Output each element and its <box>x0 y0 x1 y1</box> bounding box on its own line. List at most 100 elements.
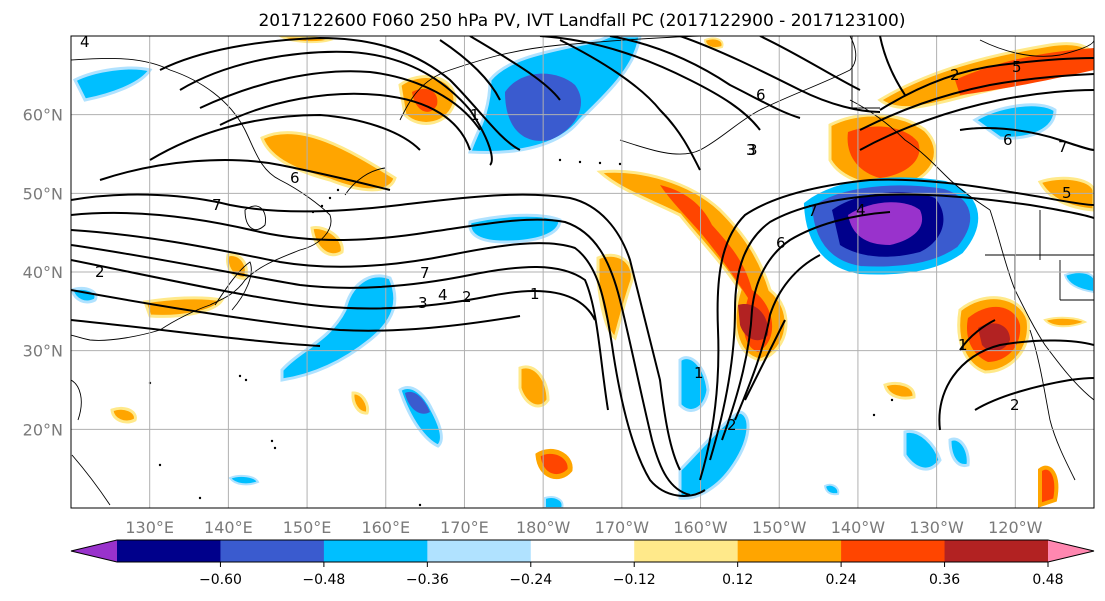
contour-labels: 1 2 3 4 5 6 7 6 2 1 7 4 2 3 1 6 7 2 5 6 … <box>80 33 1072 434</box>
contour-label: 2 <box>950 66 960 84</box>
map-title: 2017122600 F060 250 hPa PV, IVT Landfall… <box>258 11 905 31</box>
anomaly-region <box>518 365 550 408</box>
lon-tick-label: 150°W <box>752 518 807 537</box>
contour-label: 6 <box>290 169 300 187</box>
anomaly-region <box>405 391 430 414</box>
island <box>418 503 422 507</box>
pv-contour <box>959 127 1094 151</box>
island <box>244 378 248 382</box>
colorbar-tick-label: −0.12 <box>613 572 656 588</box>
anomaly-region <box>535 448 573 480</box>
pv-contour <box>859 89 1094 151</box>
island <box>598 161 602 165</box>
pv-contour <box>439 39 501 101</box>
pv-contour <box>99 159 391 191</box>
anomaly-region <box>142 296 225 318</box>
anomaly-region <box>738 304 769 341</box>
island <box>328 196 332 200</box>
anomaly-region <box>351 391 370 415</box>
colorbar-outline <box>70 539 1095 563</box>
colorbar-tick-label: −0.24 <box>509 572 552 588</box>
pv-contour <box>159 36 521 151</box>
anomaly-region <box>544 496 564 508</box>
pv-contours <box>71 36 1094 497</box>
contour-label: 5 <box>1062 184 1072 202</box>
anomaly-region <box>823 483 840 496</box>
colorbar-tick-label: 0.12 <box>722 572 753 588</box>
lat-tick-label: 60°N <box>23 106 63 125</box>
island <box>558 158 562 162</box>
lon-tick-label: 180°W <box>516 518 571 537</box>
colorbar-segment <box>737 540 842 562</box>
pv-contour <box>721 211 891 441</box>
island <box>336 188 340 192</box>
colorbar-tick-label: −0.48 <box>302 572 345 588</box>
contour-label: 6 <box>756 86 766 104</box>
colorbar-tick-label: −0.36 <box>406 572 449 588</box>
colorbar-extend-low <box>71 540 117 562</box>
pv-contour <box>71 319 321 347</box>
lon-tick-label: 130°W <box>909 518 964 537</box>
anomaly-region <box>310 226 344 257</box>
coastline <box>1029 329 1076 481</box>
pv-contour <box>859 73 1094 131</box>
contour-label: 4 <box>856 201 866 219</box>
colorbar-segment <box>220 540 325 562</box>
colorbar-tick-label: 0.24 <box>826 572 857 588</box>
contour-label: 7 <box>212 196 222 214</box>
pv-contour <box>679 36 881 113</box>
pv-contour <box>71 259 596 321</box>
island <box>270 439 274 443</box>
contour-label: 2 <box>1010 396 1020 414</box>
island <box>890 398 894 402</box>
lon-tick-label: 120°W <box>988 518 1043 537</box>
colorbar-tick-label: −0.60 <box>199 572 242 588</box>
map-content: 1 2 3 4 5 6 7 6 2 1 7 4 2 3 1 6 7 2 5 6 … <box>71 33 1094 508</box>
pv-contour <box>219 92 471 151</box>
pv-contour <box>71 229 706 497</box>
island <box>618 162 622 166</box>
contour-label: 2 <box>95 263 105 281</box>
contour-label: 6 <box>1003 131 1013 149</box>
colorbar-segment <box>841 540 946 562</box>
island <box>872 413 876 417</box>
pv-contour <box>938 339 1094 431</box>
pv-contour <box>559 39 701 171</box>
contour-label: 6 <box>776 234 786 252</box>
anomaly-region <box>948 437 970 468</box>
lon-tick-label: 140°E <box>204 518 253 537</box>
colorbar-segment <box>530 540 635 562</box>
contour-label: 1 <box>958 336 968 354</box>
coastline <box>71 379 111 506</box>
pv-contour <box>744 319 786 401</box>
contour-label: 7 <box>420 264 430 282</box>
anomaly-region <box>1037 176 1094 212</box>
lat-tick-label: 50°N <box>23 184 63 203</box>
contour-label: 1 <box>530 285 540 303</box>
contour-label: 3 <box>418 294 428 312</box>
contour-label: 2 <box>727 416 737 434</box>
coastline <box>244 205 266 230</box>
anomaly-region <box>412 88 438 112</box>
island <box>320 204 324 208</box>
latitude-labels: 60°N 50°N 40°N 30°N 20°N <box>23 106 63 440</box>
pv-contour <box>71 289 521 332</box>
pv-contour <box>879 57 1094 111</box>
anomaly-region <box>1038 465 1059 508</box>
colorbar-segment <box>634 540 739 562</box>
anomaly-region <box>903 429 942 471</box>
contour-label: 5 <box>1012 58 1022 76</box>
colorbar-tick-label: 0.36 <box>929 572 960 588</box>
pv-contour <box>699 178 1094 481</box>
contour-label: 2 <box>462 288 472 306</box>
pv-contour <box>179 50 493 166</box>
map-frame <box>70 35 1095 509</box>
lon-tick-label: 150°E <box>283 518 332 537</box>
pv-contour <box>959 319 996 351</box>
pv-contour <box>709 193 1094 461</box>
contour-label: 4 <box>80 33 90 51</box>
lon-tick-label: 170°W <box>595 518 650 537</box>
coastline <box>619 36 857 155</box>
island <box>238 374 242 378</box>
lon-tick-label: 160°E <box>361 518 410 537</box>
